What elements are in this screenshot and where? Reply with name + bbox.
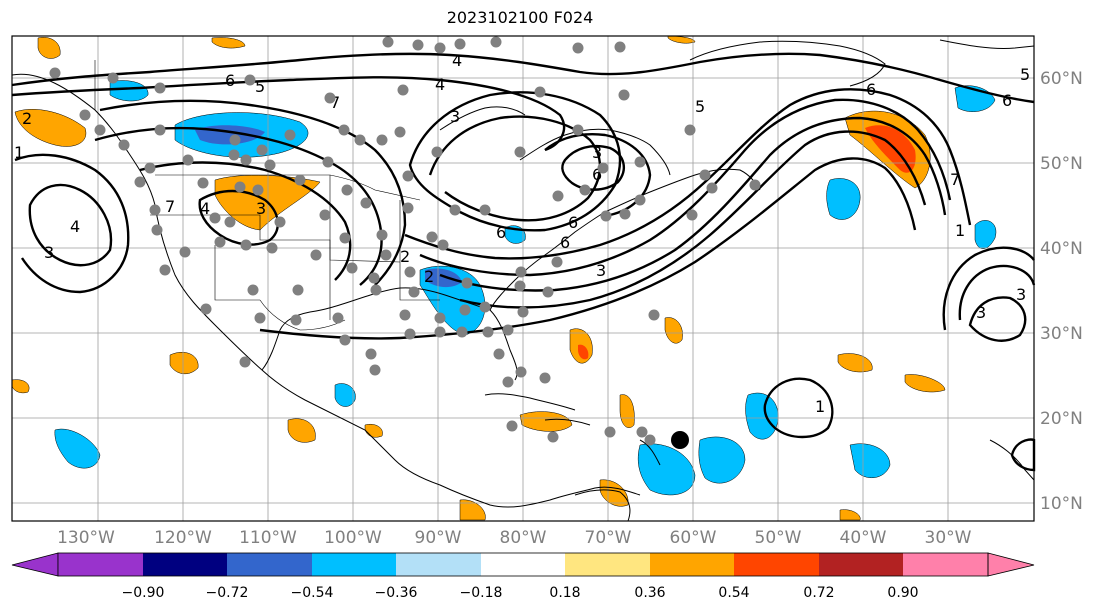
svg-text:3: 3 [44,243,54,262]
colorbar: −0.90 −0.72 −0.54 −0.36 −0.18 0.18 0.36 … [11,552,1035,601]
graticule [12,36,1034,521]
svg-text:1: 1 [955,221,965,240]
svg-text:4: 4 [200,199,210,218]
svg-text:7: 7 [330,93,340,112]
svg-text:40°N: 40°N [1040,239,1083,259]
svg-text:5: 5 [695,97,705,116]
svg-text:6: 6 [1002,91,1012,110]
colorbar-segment [819,553,903,576]
svg-text:1: 1 [815,397,825,416]
storm-marker [671,431,689,449]
svg-text:6: 6 [496,223,506,242]
svg-text:50°W: 50°W [755,528,802,548]
svg-text:7: 7 [165,197,175,216]
colorbar-segment [734,553,819,576]
svg-text:2: 2 [400,247,410,266]
svg-text:2: 2 [22,109,32,128]
station-markers [49,36,761,446]
svg-text:5: 5 [255,77,265,96]
svg-text:0.54: 0.54 [718,585,749,601]
svg-text:30°W: 30°W [925,528,972,548]
colorbar-segment [227,553,312,576]
svg-text:70°W: 70°W [585,528,632,548]
svg-text:0.90: 0.90 [887,585,918,601]
svg-text:6: 6 [560,233,570,252]
colorbar-extend-high [987,552,1035,577]
colorbar-segment [481,553,565,576]
map-frame [11,35,1035,522]
svg-text:5: 5 [1020,65,1030,84]
latitude-labels: 60°N 50°N 40°N 30°N 20°N 10°N [1040,69,1083,514]
svg-text:3: 3 [596,261,606,280]
svg-text:100°W: 100°W [324,528,382,548]
svg-text:3: 3 [256,199,266,218]
svg-text:2: 2 [424,267,434,286]
svg-text:6: 6 [592,165,602,184]
svg-text:−0.72: −0.72 [206,585,249,601]
svg-text:6: 6 [225,71,235,90]
svg-text:30°N: 30°N [1040,324,1083,344]
svg-text:−0.18: −0.18 [460,585,503,601]
svg-text:40°W: 40°W [840,528,887,548]
svg-text:60°N: 60°N [1040,69,1083,89]
colorbar-segment [143,553,227,576]
svg-text:10°N: 10°N [1040,494,1083,514]
map-title: 2023102100 F024 [446,8,594,27]
svg-text:4: 4 [70,217,80,236]
colorbar-segment [58,553,143,576]
svg-text:130°W: 130°W [57,528,115,548]
colorbar-extend-low [11,552,59,577]
svg-text:6: 6 [866,80,876,99]
svg-text:120°W: 120°W [154,528,212,548]
svg-text:50°N: 50°N [1040,154,1083,174]
svg-text:3: 3 [1016,285,1026,304]
svg-text:0.72: 0.72 [803,585,834,601]
svg-text:7: 7 [950,170,960,189]
svg-text:60°W: 60°W [670,528,717,548]
colorbar-segment [312,553,396,576]
svg-text:110°W: 110°W [239,528,297,548]
svg-text:−0.36: −0.36 [375,585,418,601]
svg-text:3: 3 [976,303,986,322]
svg-text:0.36: 0.36 [634,585,665,601]
svg-text:0.18: 0.18 [549,585,580,601]
svg-text:−0.54: −0.54 [291,585,334,601]
colorbar-segment [903,553,988,576]
svg-text:3: 3 [450,107,460,126]
svg-text:80°W: 80°W [500,528,547,548]
colorbar-segment [565,553,650,576]
svg-text:6: 6 [568,213,578,232]
svg-text:3: 3 [592,143,602,162]
svg-text:4: 4 [452,51,462,70]
svg-text:1: 1 [14,143,24,162]
colorbar-segment [650,553,734,576]
colorbar-segment [396,553,481,576]
svg-text:4: 4 [435,75,445,94]
svg-text:20°N: 20°N [1040,409,1083,429]
contour-labels: 2 1 6 5 4 7 4 3 3 4 3 3 3 5 6 6 2 7 6 6 … [14,51,1030,416]
svg-text:90°W: 90°W [415,528,462,548]
svg-text:−0.90: −0.90 [122,585,165,601]
longitude-labels: 130°W 120°W 110°W 100°W 90°W 80°W 70°W 6… [57,528,972,548]
